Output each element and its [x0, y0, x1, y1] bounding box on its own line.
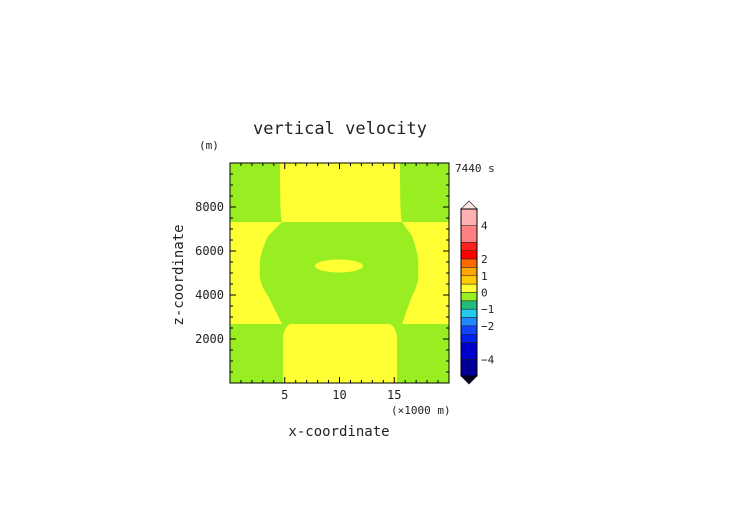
y-tick-label: 2000: [195, 332, 224, 346]
colorbar-level: [460, 283, 478, 293]
colorbar-level: [460, 242, 478, 251]
chart-title: vertical velocity: [253, 119, 427, 139]
colorbar-level: [460, 258, 478, 268]
colorbar-level: [460, 342, 478, 360]
colorbar-tick-label: 0: [481, 287, 488, 300]
x-unit-label: (×1000 m): [391, 404, 451, 417]
colorbar-level: [460, 334, 478, 343]
updraft-region-left: [230, 222, 282, 324]
colorbar-level: [460, 300, 478, 310]
colorbar-tick-label: 4: [481, 220, 488, 233]
plot-area: [229, 162, 450, 384]
colorbar-level: [460, 267, 478, 277]
y-axis-title: z-coordinate: [171, 224, 187, 325]
colorbar-level: [460, 292, 478, 302]
colorbar-level: [460, 275, 478, 285]
colorbar-level: [460, 308, 478, 318]
colorbar-tick-label: −4: [481, 353, 495, 366]
updraft-region-lower: [283, 324, 397, 383]
colorbar-level: [460, 208, 478, 226]
colorbar-tick-label: −2: [481, 320, 494, 333]
colorbar-frame: [460, 208, 478, 377]
colorbar-level: [460, 317, 478, 327]
y-tick-label: 6000: [195, 244, 224, 258]
colorbar-level: [460, 225, 478, 243]
colorbar-tick-label: −1: [481, 303, 494, 316]
updraft-core-center: [315, 259, 363, 273]
x-tick-label: 5: [281, 388, 288, 402]
x-axis-title: x-coordinate: [288, 424, 389, 440]
colorbar-extend-top: [460, 200, 478, 210]
colorbar: 4 2 1 0 −1 −2 −4: [460, 200, 495, 385]
updraft-region-right: [402, 222, 449, 324]
x-tick-label: 15: [387, 388, 401, 402]
colorbar-tick-label: 1: [481, 270, 488, 283]
colorbar-level: [460, 359, 478, 377]
y-unit-label: (m): [199, 139, 219, 152]
colorbar-level: [460, 325, 478, 335]
y-tick-label: 4000: [195, 288, 224, 302]
y-axis: 2000 4000 6000 8000: [195, 173, 449, 373]
time-label: 7440 s: [455, 162, 495, 175]
colorbar-extend-bottom: [460, 375, 478, 385]
colorbar-level: [460, 250, 478, 260]
x-tick-label: 10: [332, 388, 346, 402]
y-tick-label: 8000: [195, 200, 224, 214]
updraft-region-upper: [280, 163, 402, 222]
x-axis: 5 10 15: [240, 163, 439, 402]
colorbar-tick-label: 2: [481, 253, 488, 266]
